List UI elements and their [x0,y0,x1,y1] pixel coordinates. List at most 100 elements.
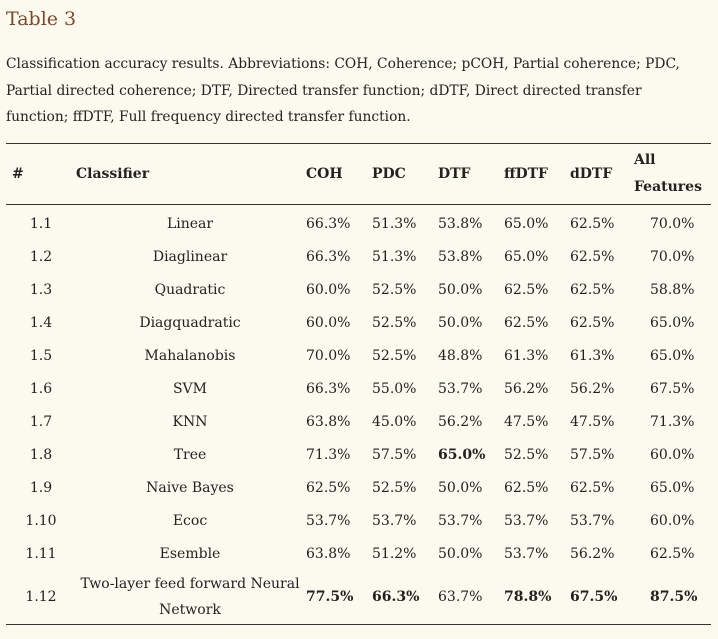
header-row: # Classifier COH PDC DTF ffDTF dDTF All … [6,143,711,205]
header-classifier: Classifier [76,165,150,182]
cell-ddtf: 53.7% [570,512,615,529]
cell-dtf: 53.7% [438,512,483,529]
cell-num: 1.1 [29,215,53,232]
cell-ffdtf: 53.7% [504,545,549,562]
table-row: 1.3 Quadratic 60.0% 52.5% 50.0% 62.5% 62… [6,273,711,306]
cell-classifier: Two-layer feed forward Neural Network [76,570,304,625]
cell-classifier: Esemble [159,545,221,562]
cell-all: 67.5% [650,380,695,397]
table-caption: Classification accuracy results. Abbrevi… [6,56,680,125]
header-all-line1: All [634,152,656,168]
cell-classifier: Mahalanobis [144,347,236,364]
cell-classifier: Diaglinear [152,248,228,265]
table-row: 1.8 Tree 71.3% 57.5% 65.0% 52.5% 57.5% 6… [6,438,711,471]
cell-ffdtf: 65.0% [504,248,549,265]
cell-pdc: 45.0% [372,413,417,430]
cell-ddtf: 57.5% [570,446,615,463]
cell-dtf: 53.7% [438,380,483,397]
cell-ddtf: 62.5% [570,248,615,265]
cell-coh: 71.3% [306,446,351,463]
table-row: 1.10 Ecoc 53.7% 53.7% 53.7% 53.7% 53.7% … [6,504,711,537]
cell-all: 62.5% [650,545,695,562]
cell-pdc: 52.5% [372,347,417,364]
cell-ddtf: 56.2% [570,380,615,397]
header-num: # [12,165,24,182]
header-dtf: DTF [438,165,471,182]
cell-num: 1.7 [29,413,53,430]
cell-coh: 66.3% [306,248,351,265]
header-coh: COH [306,165,343,182]
header-all-line2: Features [634,179,702,195]
cell-coh: 66.3% [306,380,351,397]
cell-classifier: KNN [172,413,208,430]
cell-coh: 70.0% [306,347,351,364]
cell-coh: 63.8% [306,413,351,430]
cell-num: 1.6 [29,380,53,397]
table-row: 1.11 Esemble 63.8% 51.2% 50.0% 53.7% 56.… [6,537,711,570]
cell-all: 58.8% [650,281,695,298]
cell-num: 1.3 [29,281,53,298]
table-row: 1.5 Mahalanobis 70.0% 52.5% 48.8% 61.3% … [6,339,711,372]
cell-all: 87.5% [650,589,698,605]
header-all-features: All Features [634,144,711,205]
cell-dtf: 56.2% [438,413,483,430]
cell-all: 71.3% [650,413,695,430]
cell-num: 1.10 [25,512,57,529]
table-row: 1.7 KNN 63.8% 45.0% 56.2% 47.5% 47.5% 71… [6,405,711,438]
cell-ffdtf: 65.0% [504,215,549,232]
table-row: 1.6 SVM 66.3% 55.0% 53.7% 56.2% 56.2% 67… [6,372,711,405]
cell-dtf: 50.0% [438,314,483,331]
cell-dtf: 50.0% [438,479,483,496]
cell-dtf: 65.0% [438,446,486,463]
cell-pdc: 51.2% [372,545,417,562]
cell-ffdtf: 56.2% [504,380,549,397]
cell-all: 60.0% [650,446,695,463]
cell-num: 1.9 [29,479,53,496]
cell-ffdtf: 61.3% [504,347,549,364]
header-ffdtf: ffDTF [504,165,548,182]
cell-dtf: 50.0% [438,281,483,298]
cell-num: 1.2 [29,248,53,265]
cell-pdc: 52.5% [372,281,417,298]
cell-all: 65.0% [650,347,695,364]
cell-ffdtf: 78.8% [504,589,552,605]
cell-pdc: 53.7% [372,512,417,529]
cell-coh: 66.3% [306,215,351,232]
cell-all: 65.0% [650,479,695,496]
cell-num: 1.12 [25,589,57,605]
cell-dtf: 48.8% [438,347,483,364]
cell-coh: 62.5% [306,479,351,496]
cell-pdc: 52.5% [372,314,417,331]
cell-coh: 60.0% [306,281,351,298]
cell-ffdtf: 62.5% [504,314,549,331]
table-title: Table 3 [6,8,77,30]
cell-all: 65.0% [650,314,695,331]
cell-ffdtf: 62.5% [504,479,549,496]
cell-ffdtf: 62.5% [504,281,549,298]
header-pdc: PDC [372,165,406,182]
table-row: 1.12 Two-layer feed forward Neural Netwo… [6,570,711,625]
cell-dtf: 63.7% [438,589,483,605]
cell-dtf: 50.0% [438,545,483,562]
cell-num: 1.4 [29,314,53,331]
cell-ddtf: 47.5% [570,413,615,430]
cell-ffdtf: 53.7% [504,512,549,529]
cell-dtf: 53.8% [438,248,483,265]
cell-all: 70.0% [650,248,695,265]
cell-ddtf: 62.5% [570,314,615,331]
cell-ddtf: 61.3% [570,347,615,364]
cell-classifier: Naive Bayes [146,479,234,496]
cell-classifier: Diagquadratic [139,314,241,331]
results-table: # Classifier COH PDC DTF ffDTF dDTF All … [6,143,711,625]
cell-classifier: SVM [172,380,208,397]
cell-ffdtf: 52.5% [504,446,549,463]
cell-pdc: 51.3% [372,215,417,232]
table-row: 1.1 Linear 66.3% 51.3% 53.8% 65.0% 62.5%… [6,205,711,241]
table-row: 1.9 Naive Bayes 62.5% 52.5% 50.0% 62.5% … [6,471,711,504]
cell-ddtf: 62.5% [570,479,615,496]
cell-pdc: 55.0% [372,380,417,397]
cell-classifier: Ecoc [172,512,208,529]
cell-coh: 53.7% [306,512,351,529]
cell-coh: 60.0% [306,314,351,331]
cell-classifier: Tree [173,446,207,463]
